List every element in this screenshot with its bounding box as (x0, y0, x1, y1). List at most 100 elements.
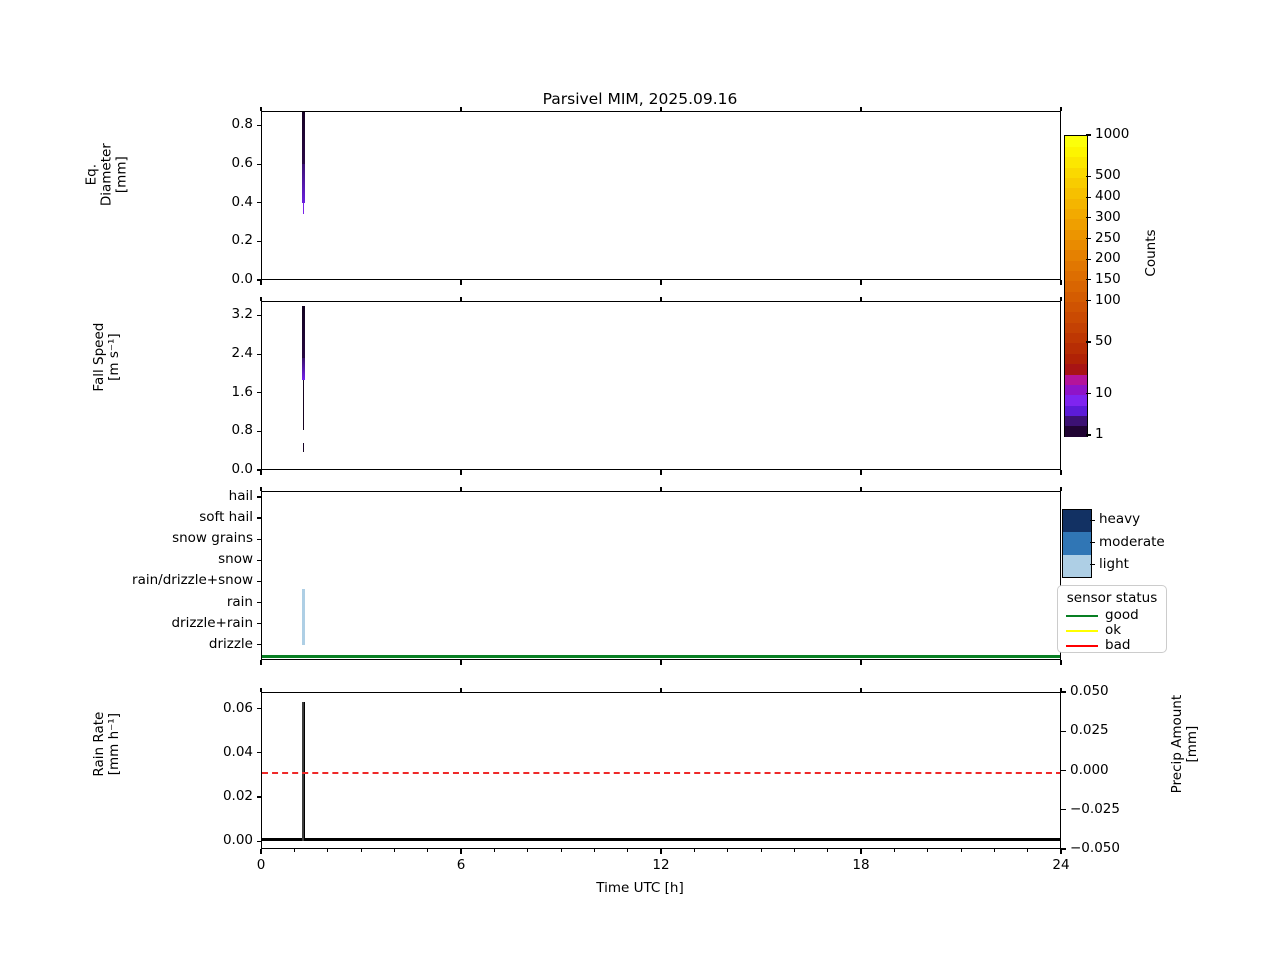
x-tickmark-top (260, 486, 262, 491)
sensor-status-line-swatch (1066, 644, 1098, 647)
x-tickmark (460, 660, 462, 665)
precip-type-label-snow: snow (218, 551, 253, 568)
sensor-status-legend-label: good (1105, 607, 1139, 623)
x-tickmark (260, 470, 262, 475)
x-tickmark (1060, 660, 1062, 665)
sensor-status-legend-label: bad (1105, 637, 1131, 653)
precip-type-label-rain: rain (226, 593, 253, 610)
precipamount-y-tickmark (1061, 730, 1066, 732)
x-tickmark-top (860, 687, 862, 692)
x-tickmark-top (460, 486, 462, 491)
colorbar-segment (1065, 208, 1087, 220)
counts-colorbar-title: Counts (1143, 229, 1159, 277)
x-minor-tickmark (727, 849, 729, 852)
sensor-status-legend-title: sensor status (1066, 590, 1158, 606)
sensor-status-legend-item: good (1064, 608, 1160, 623)
x-tickmark (860, 280, 862, 285)
colorbar-segment (1065, 363, 1087, 375)
sensor-status-legend-label: ok (1105, 622, 1122, 638)
x-ticklabel: 12 (652, 857, 670, 873)
intensity-legend-segment (1063, 532, 1091, 556)
precipamount-y-tickmark (1061, 848, 1066, 850)
diameter-event-violet (302, 164, 305, 203)
colorbar-segment (1065, 167, 1087, 178)
precip-type-label-rain-drizzle-snow: rain/drizzle+snow (132, 572, 253, 589)
panel4-ylabel-right: Precip Amount [mm] (1168, 694, 1200, 794)
x-axis-label: Time UTC [h] (596, 880, 684, 896)
diameter-event-dark (302, 112, 305, 164)
x-tickmark-top (460, 106, 462, 111)
x-tickmark (860, 470, 862, 475)
x-minor-tickmark (927, 849, 929, 852)
intensity-legend-tickmark (1090, 519, 1095, 521)
fallspeed-event-isolated-mark (303, 443, 305, 452)
colorbar-segment (1065, 218, 1087, 230)
x-tickmark-top (1060, 106, 1062, 111)
colorbar-segment (1065, 198, 1087, 209)
precip-amount-threshold-line (262, 772, 1060, 774)
x-ticklabel: 0 (256, 857, 266, 873)
precip-type-event-light-lower (302, 616, 305, 645)
fallspeed-y-tickmark (256, 314, 261, 317)
x-tickmark (260, 280, 262, 285)
colorbar-ticklabel: 1 (1095, 426, 1104, 442)
colorbar-segment (1065, 270, 1087, 282)
rainrate-y-tickmark (256, 796, 261, 798)
colorbar-tickmark (1086, 196, 1091, 198)
x-tickmark (860, 660, 862, 665)
colorbar-ticklabel: 10 (1095, 384, 1113, 401)
intensity-legend-colorbar (1062, 509, 1092, 578)
fallspeed-y-tickmark (256, 469, 261, 471)
rainrate-y-ticklabel: 0.06 (222, 699, 253, 716)
rainrate-y-ticklabel: 0.02 (222, 788, 253, 805)
x-minor-tickmark (427, 849, 429, 852)
fallspeed-event-violet (302, 358, 305, 380)
x-minor-tickmark (993, 849, 995, 852)
fallspeed-event-thin-tail (303, 380, 305, 430)
colorbar-tickmark (1086, 341, 1091, 343)
colorbar-tickmark (1086, 434, 1091, 436)
precip-type-tickmark (256, 538, 261, 540)
x-tickmark-top (660, 106, 662, 111)
colorbar-segment (1065, 177, 1087, 189)
x-tickmark-top (660, 687, 662, 692)
precip-type-label-soft-hail: soft hail (199, 509, 253, 526)
x-minor-tickmark (593, 849, 595, 852)
sensor-status-legend-item: bad (1064, 638, 1160, 653)
colorbar-tickmark (1086, 217, 1091, 219)
sensor-status-legend-item: ok (1064, 623, 1160, 638)
fallspeed-y-tickmark (256, 430, 261, 432)
x-tickmark-top (1060, 687, 1062, 692)
panel4-ylabel-left: Rain Rate [mm h⁻¹] (90, 711, 122, 777)
fallspeed-y-ticklabel: 3.2 (231, 306, 253, 323)
intensity-legend-label: heavy (1099, 511, 1141, 528)
colorbar-tickmark (1086, 237, 1091, 240)
precip-amount-line (302, 702, 305, 841)
precipamount-y-ticklabel: 0.000 (1070, 761, 1109, 778)
colorbar-segment (1065, 353, 1087, 365)
colorbar-segment (1065, 291, 1087, 303)
diameter-y-tickmark (256, 124, 261, 127)
colorbar-segment (1065, 229, 1087, 241)
x-minor-tickmark (360, 849, 362, 852)
x-tickmark-top (860, 106, 862, 111)
x-tickmark (660, 660, 662, 665)
diameter-y-tickmark (256, 240, 261, 242)
x-tickmark-top (660, 296, 662, 301)
x-tickmark-top (260, 106, 262, 111)
colorbar-segment (1065, 425, 1087, 437)
colorbar-segment (1065, 404, 1087, 416)
precipamount-y-tickmark (1061, 769, 1066, 772)
x-tickmark (1060, 470, 1062, 475)
colorbar-segment (1065, 342, 1087, 354)
x-tickmark (660, 280, 662, 285)
sensor-status-legend: sensor status good ok bad (1057, 585, 1167, 653)
colorbar-segment (1065, 249, 1087, 261)
colorbar-segment (1065, 301, 1087, 313)
x-tickmark-top (1060, 296, 1062, 301)
intensity-legend-tickmark (1090, 541, 1095, 544)
x-tickmark-top (860, 296, 862, 301)
panel1-ylabel: Eq. Diameter [mm] (83, 143, 130, 207)
fallspeed-y-ticklabel: 2.4 (231, 345, 253, 362)
rainrate-y-tickmark (256, 707, 261, 710)
